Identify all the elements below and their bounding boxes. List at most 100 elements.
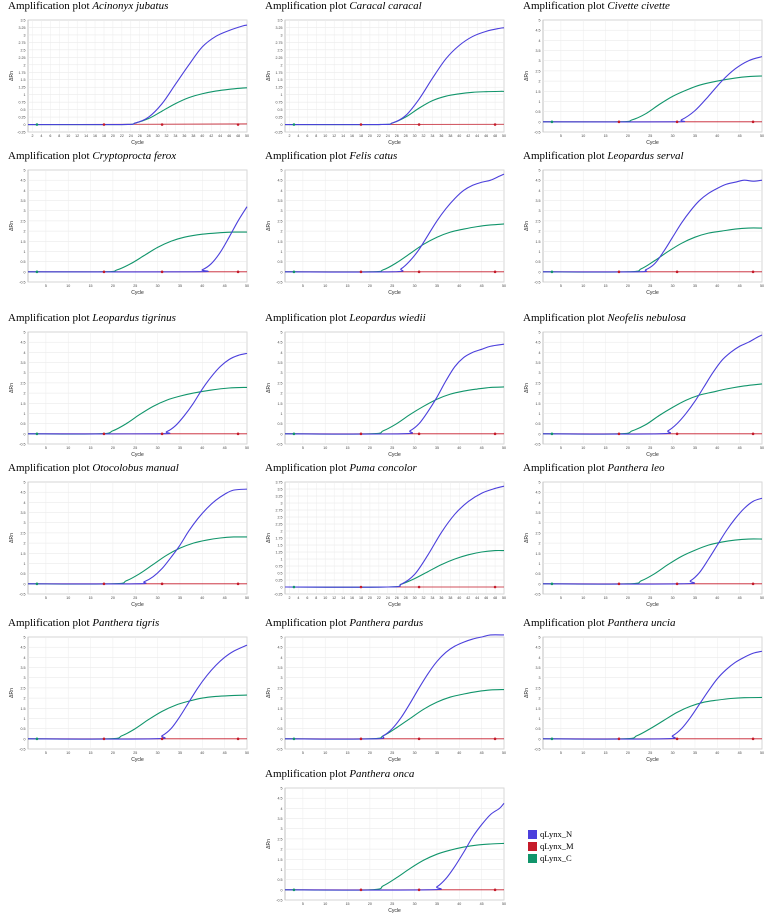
x-tick-label: 40	[715, 596, 719, 600]
x-tick-label: 15	[604, 134, 608, 138]
x-tick-label: 50	[245, 134, 249, 138]
baseline-marker	[359, 123, 363, 126]
y-tick-label: 1.5	[21, 552, 26, 556]
y-tick-label: 2	[24, 542, 26, 546]
y-tick-label: 5	[281, 331, 283, 335]
panel-title: Amplification plot Civette civette	[523, 0, 670, 12]
y-tick-label: 3	[281, 502, 283, 506]
y-tick-label: 3	[539, 59, 541, 63]
baseline-marker	[417, 432, 421, 436]
y-tick-label: 5	[281, 636, 283, 640]
x-tick-label: 20	[368, 284, 372, 288]
x-tick-label: 30	[156, 446, 160, 450]
plot-svg: -0.5 0 0.5 1 1.5 2 2.5 3 3.5 4 4.5 5 5 10 15 20 25 30 35 40…	[524, 481, 764, 609]
x-tick-label: 35	[178, 284, 182, 288]
x-tick-label: 2	[31, 134, 33, 138]
y-tick-label: -0.5	[534, 131, 540, 135]
x-tick-label: 35	[435, 902, 439, 906]
x-tick-label: 30	[671, 446, 675, 450]
x-tick-label: 30	[156, 751, 160, 755]
x-tick-label: 35	[693, 446, 697, 450]
y-tick-label: 0	[539, 432, 541, 436]
x-tick-label: 10	[323, 902, 327, 906]
x-tick-label: 38	[448, 134, 452, 138]
x-tick-label: 25	[390, 751, 394, 755]
y-tick-label: 0.25	[276, 579, 283, 583]
x-tick-label: 45	[223, 751, 227, 755]
x-tick-label: 44	[475, 596, 479, 600]
x-tick-label: 5	[45, 751, 47, 755]
panel-title: Amplification plot Panthera leo	[523, 462, 664, 474]
y-tick-label: 1.5	[278, 78, 283, 82]
x-tick-label: 5	[45, 446, 47, 450]
x-tick-label: 8	[315, 134, 317, 138]
panel-title: Amplification plot Cryptoprocta ferox	[8, 150, 176, 162]
x-axis-label: Cycle	[388, 452, 401, 458]
x-tick-label: 15	[89, 284, 93, 288]
y-tick-label: -0.5	[534, 748, 540, 752]
x-tick-label: 15	[604, 596, 608, 600]
x-tick-label: 10	[581, 284, 585, 288]
x-tick-label: 25	[648, 446, 652, 450]
plot-area	[27, 19, 248, 133]
x-tick-label: 38	[191, 134, 195, 138]
x-tick-label: 26	[395, 134, 399, 138]
x-tick-label: 5	[560, 751, 562, 755]
x-tick-label: 35	[693, 284, 697, 288]
x-tick-label: 40	[715, 446, 719, 450]
y-tick-label: 2.25	[19, 56, 26, 60]
panel-title-species: Leopardus tigrinus	[92, 312, 176, 324]
panel-title-prefix: Amplification plot	[8, 0, 93, 12]
baseline-marker	[35, 432, 39, 436]
x-tick-label: 40	[200, 751, 204, 755]
baseline-marker	[617, 270, 621, 274]
y-axis-label: ΔRn	[266, 383, 272, 393]
y-axis-label: ΔRn	[524, 221, 530, 231]
y-tick-label: 0.75	[276, 101, 283, 105]
x-tick-label: 26	[138, 134, 142, 138]
y-tick-label: 1	[281, 93, 283, 97]
x-tick-label: 25	[133, 284, 137, 288]
y-tick-label: 2.5	[278, 686, 283, 690]
x-tick-label: 10	[66, 596, 70, 600]
y-tick-label: 3	[539, 371, 541, 375]
plot-svg: -0.5 0 0.5 1 1.5 2 2.5 3 3.5 4 4.5 5 5 10 15 20 25 30 35 40…	[9, 331, 249, 459]
y-tick-label: 2.5	[536, 69, 541, 73]
panel-title-prefix: Amplification plot	[265, 0, 350, 12]
y-tick-label: 4	[281, 656, 283, 660]
baseline-marker	[35, 123, 39, 126]
y-tick-label: 1	[539, 100, 541, 104]
x-tick-label: 40	[715, 284, 719, 288]
panel-title-prefix: Amplification plot	[8, 462, 93, 474]
x-tick-label: 40	[457, 596, 461, 600]
panel-title-species: Acinonyx jubatus	[92, 0, 169, 12]
y-tick-label: 1.5	[536, 240, 541, 244]
baseline-marker	[417, 737, 421, 741]
x-tick-label: 15	[604, 284, 608, 288]
y-tick-label: 2	[281, 392, 283, 396]
x-tick-label: 25	[390, 446, 394, 450]
y-tick-label: 4	[539, 656, 541, 660]
panel-title-prefix: Amplification plot	[265, 768, 350, 780]
panel-title: Amplification plot Puma concolor	[265, 462, 417, 474]
x-tick-label: 32	[422, 134, 426, 138]
x-tick-label: 38	[448, 596, 452, 600]
y-tick-label: 2	[539, 697, 541, 701]
panel-title-species: Panthera onca	[349, 768, 415, 780]
x-tick-label: 45	[480, 446, 484, 450]
series-line-qlynx-n	[27, 206, 248, 273]
y-tick-label: 4.5	[21, 179, 26, 183]
y-axis-label: ΔRn	[266, 688, 272, 698]
y-tick-label: 4	[24, 351, 26, 355]
baseline-marker	[102, 737, 106, 741]
series-line-qlynx-c	[542, 383, 763, 435]
series-line-qlynx-n	[27, 352, 248, 435]
x-axis-label: Cycle	[388, 908, 401, 914]
y-tick-label: 0	[281, 432, 283, 436]
amplification-panel: Amplification plot Leopardus wiedii -0.5 0…	[257, 312, 507, 464]
panel-title-prefix: Amplification plot	[8, 617, 93, 629]
y-tick-label: 0	[281, 888, 283, 892]
y-tick-label: 1	[24, 717, 26, 721]
baseline-marker	[675, 737, 679, 741]
x-tick-label: 20	[111, 134, 115, 138]
